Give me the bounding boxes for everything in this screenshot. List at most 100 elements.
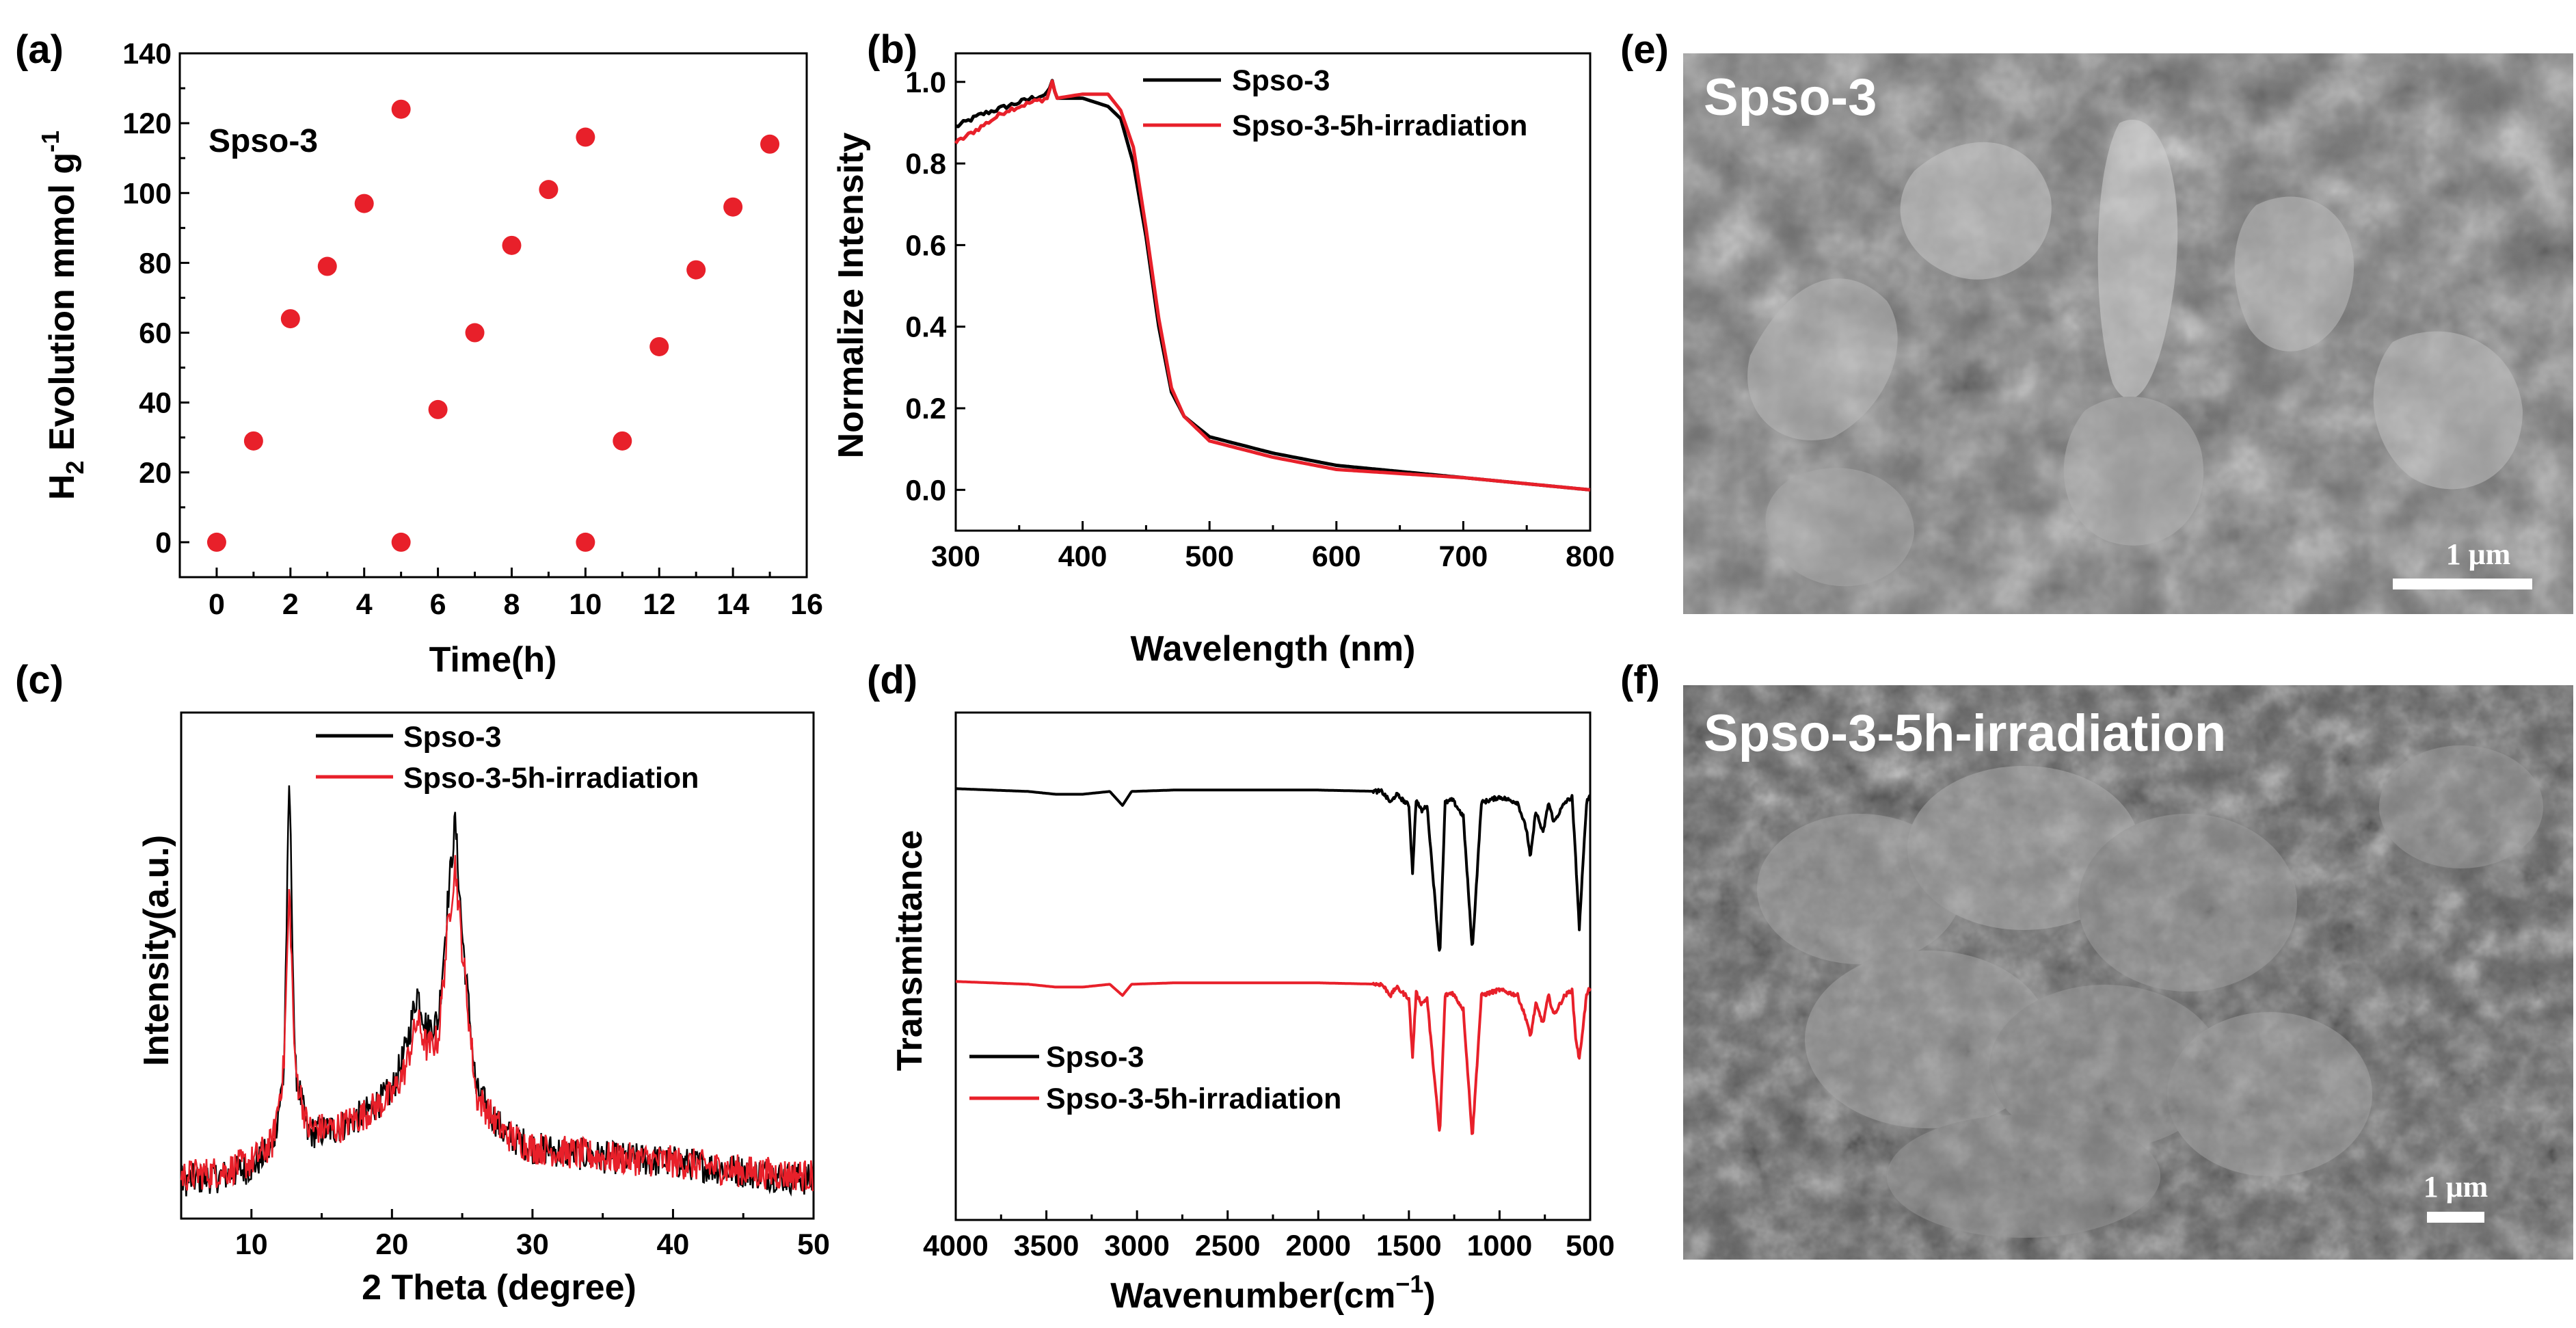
x-tick-label: 600 bbox=[1312, 540, 1361, 573]
panel-d-xlabel: Wavenumber(cm−1) bbox=[1110, 1270, 1435, 1316]
data-point bbox=[243, 431, 263, 451]
x-tick-label: 500 bbox=[1566, 1230, 1615, 1262]
panel-a-axes bbox=[178, 52, 808, 579]
x-tick-label: 10 bbox=[569, 588, 602, 621]
x-tick-label: 3500 bbox=[1014, 1230, 1079, 1262]
panel-a-x-ticks: 0 2 4 6 8 10 12 14 16 bbox=[209, 568, 823, 621]
panel-a-xlabel: Time(h) bbox=[429, 640, 557, 680]
data-point bbox=[686, 260, 706, 280]
x-tick-label: 2000 bbox=[1285, 1230, 1351, 1262]
data-point bbox=[354, 194, 374, 213]
data-point bbox=[317, 256, 337, 276]
x-tick-label: 40 bbox=[657, 1228, 690, 1261]
x-tick-label: 10 bbox=[235, 1228, 268, 1261]
sem-flakes-spso3 bbox=[1747, 120, 2523, 587]
panel-b-xlabel: Wavelength (nm) bbox=[1131, 629, 1416, 669]
panel-d-x-ticks: 4000 3500 3000 2500 2000 1500 1000 500 bbox=[923, 1210, 1615, 1262]
data-point bbox=[465, 323, 485, 343]
x-tick-label: 2 bbox=[282, 588, 299, 621]
panel-b-label: (b) bbox=[867, 27, 917, 72]
y-tick-label: 60 bbox=[139, 317, 172, 350]
panel-c-xlabel: 2 Theta (degree) bbox=[362, 1268, 636, 1307]
panel-a-y-ticks: 0 20 40 60 80 100 120 140 bbox=[122, 38, 189, 559]
data-point bbox=[391, 532, 411, 552]
x-tick-label: 400 bbox=[1058, 540, 1108, 573]
panel-c-x-ticks: 10 20 30 40 50 bbox=[235, 1209, 830, 1261]
y-tick-label: 0 bbox=[155, 527, 172, 559]
series-line-0 bbox=[955, 787, 1591, 952]
x-tick-label: 20 bbox=[375, 1228, 408, 1261]
y-tick-label: 1.0 bbox=[905, 66, 946, 99]
panel-a-label: (a) bbox=[15, 27, 64, 72]
data-point bbox=[576, 127, 595, 147]
x-tick-label: 12 bbox=[643, 588, 675, 621]
y-tick-label: 40 bbox=[139, 387, 172, 420]
panel-b-lines bbox=[954, 79, 1591, 492]
y-tick-label: 0.0 bbox=[905, 474, 946, 507]
panel-a: (a) 0 2 4 6 8 10 12 14 16 0 20 40 60 80 100 120 140 Sps… bbox=[15, 27, 823, 680]
x-tick-label: 300 bbox=[931, 540, 980, 573]
panel-c: (c) 10 20 30 40 50 Spso-3 Spso-3-5h-irradiat… bbox=[15, 658, 830, 1307]
scale-bar-label-e: 1 μm bbox=[2446, 537, 2511, 571]
x-tick-label: 700 bbox=[1439, 540, 1488, 573]
panel-c-axes bbox=[180, 711, 815, 1220]
y-tick-label: 20 bbox=[139, 457, 172, 490]
panel-a-ylabel: H2 Evolution mmol g-1 bbox=[36, 131, 89, 500]
panel-d-lines bbox=[955, 787, 1592, 1135]
y-tick-label: 0.6 bbox=[905, 229, 946, 262]
data-point bbox=[428, 399, 448, 419]
legend-label-spso3: Spso-3 bbox=[1046, 1041, 1144, 1074]
series-line-1 bbox=[955, 980, 1592, 1135]
panel-f-label: (f) bbox=[1620, 658, 1660, 702]
legend-label-irradiated: Spso-3-5h-irradiation bbox=[1046, 1083, 1341, 1115]
x-tick-label: 4 bbox=[356, 588, 373, 621]
panel-b: (b) 300 400 500 600 700 800 0.0 0.2 0.4 0.6 0.8 1.… bbox=[831, 27, 1615, 669]
panel-b-y-ticks: 0.0 0.2 0.4 0.6 0.8 1.0 bbox=[905, 66, 965, 507]
sem-label-spso3: Spso-3 bbox=[1704, 68, 1877, 127]
y-tick-label: 0.4 bbox=[905, 311, 946, 344]
x-tick-label: 6 bbox=[430, 588, 446, 621]
panel-d: (d) 4000 3500 3000 2500 2000 1500 1000 500 Spso… bbox=[867, 658, 1615, 1316]
data-point bbox=[649, 336, 669, 356]
y-tick-label: 80 bbox=[139, 247, 172, 280]
x-tick-label: 8 bbox=[504, 588, 520, 621]
x-tick-label: 1000 bbox=[1467, 1230, 1533, 1262]
panel-d-legend: Spso-3 Spso-3-5h-irradiation bbox=[969, 1041, 1341, 1115]
sem-label-irradiated: Spso-3-5h-irradiation bbox=[1704, 704, 2226, 762]
legend-label-irradiated: Spso-3-5h-irradiation bbox=[1232, 109, 1527, 142]
x-tick-label: 500 bbox=[1185, 540, 1234, 573]
data-point bbox=[280, 309, 300, 329]
panel-c-label: (c) bbox=[15, 658, 64, 702]
panel-d-label: (d) bbox=[867, 658, 917, 702]
x-tick-label: 16 bbox=[790, 588, 823, 621]
data-point bbox=[391, 99, 411, 119]
panel-b-legend: Spso-3 Spso-3-5h-irradiation bbox=[1143, 64, 1527, 142]
data-point bbox=[576, 532, 595, 552]
x-tick-label: 3000 bbox=[1104, 1230, 1170, 1262]
x-tick-label: 50 bbox=[797, 1228, 830, 1261]
panel-d-ylabel: Transmittance bbox=[890, 830, 930, 1072]
sem-flakes-irradiated bbox=[1757, 745, 2543, 1238]
data-point bbox=[760, 134, 780, 154]
y-tick-label: 0.8 bbox=[905, 148, 946, 181]
panel-c-lines bbox=[180, 785, 814, 1197]
data-point bbox=[206, 532, 226, 552]
scale-bar-e bbox=[2393, 579, 2532, 589]
panel-a-points bbox=[206, 99, 780, 552]
data-point bbox=[723, 197, 743, 217]
x-tick-label: 30 bbox=[516, 1228, 549, 1261]
panel-f: (f) Spso-3-5h-irradiation 1 μm bbox=[1620, 658, 2573, 1260]
x-tick-label: 1500 bbox=[1376, 1230, 1442, 1262]
y-tick-label: 120 bbox=[122, 107, 172, 140]
scale-bar-label-f: 1 μm bbox=[2424, 1170, 2488, 1204]
data-point bbox=[613, 431, 632, 451]
x-tick-label: 0 bbox=[209, 588, 225, 621]
panel-c-legend: Spso-3 Spso-3-5h-irradiation bbox=[316, 721, 699, 795]
series-line-1 bbox=[180, 855, 814, 1192]
series-line-1 bbox=[954, 79, 1591, 492]
data-point bbox=[539, 180, 559, 200]
legend-label-irradiated: Spso-3-5h-irradiation bbox=[403, 762, 699, 795]
y-tick-label: 140 bbox=[122, 38, 172, 70]
series-line-0 bbox=[180, 785, 814, 1197]
